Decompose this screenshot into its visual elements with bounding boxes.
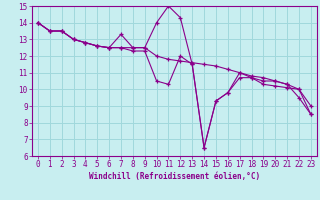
X-axis label: Windchill (Refroidissement éolien,°C): Windchill (Refroidissement éolien,°C) xyxy=(89,172,260,181)
